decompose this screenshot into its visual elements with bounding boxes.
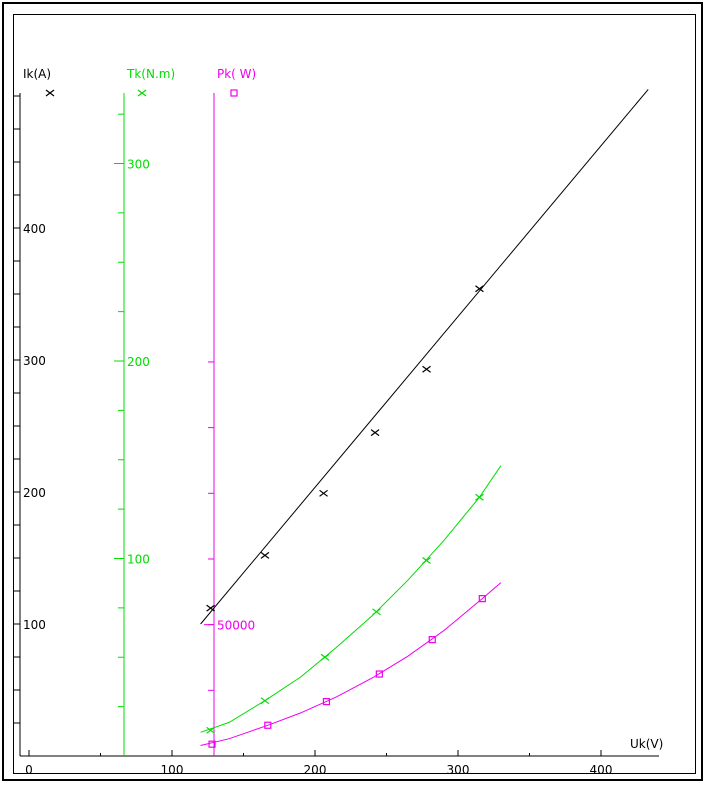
y-tick-label-1: 300 <box>127 158 150 172</box>
y-tick-label-1: 200 <box>127 355 150 369</box>
chart-svg: 0 100 200 300 400 Uk(V) 100 200 300 400 Ik(A) 100 20… <box>14 67 663 775</box>
legend-marker-tk <box>137 89 147 97</box>
data-point <box>422 556 431 564</box>
series-curve-1 <box>200 465 502 733</box>
data-point <box>206 726 215 734</box>
data-point <box>260 551 270 559</box>
series-curve-0 <box>200 89 649 625</box>
data-point <box>475 493 484 501</box>
x-tick-label: 200 <box>304 763 327 775</box>
data-point <box>372 608 381 616</box>
x-tick-label: 400 <box>590 763 613 775</box>
y-axis-label-0: Ik(A) <box>23 67 51 81</box>
data-point <box>422 365 431 373</box>
data-point <box>475 285 484 293</box>
y-tick-label-0: 400 <box>23 222 46 236</box>
y-tick-label-0: 300 <box>23 354 46 368</box>
series-curve-2 <box>200 582 502 746</box>
y-axis-label-1: Tk(N.m) <box>126 67 175 81</box>
x-tick-label: 0 <box>25 763 33 775</box>
y-tick-label-1: 100 <box>127 553 150 567</box>
data-point <box>428 636 436 644</box>
data-point <box>322 698 331 706</box>
x-axis-label: Uk(V) <box>630 737 663 751</box>
data-point <box>208 740 216 748</box>
x-tick-label: 100 <box>161 763 184 775</box>
data-point <box>370 429 380 437</box>
x-tick-label: 300 <box>447 763 470 775</box>
legend-marker-pk <box>230 89 238 97</box>
legend-marker-ik <box>45 89 55 97</box>
data-point <box>264 721 272 729</box>
data-point <box>260 697 270 705</box>
plot-area: 0 100 200 300 400 Uk(V) 100 200 300 400 Ik(A) 100 20… <box>13 14 696 775</box>
data-point <box>320 653 330 661</box>
data-point <box>206 604 215 612</box>
y-tick-label-0: 100 <box>23 618 46 632</box>
data-point <box>375 670 383 678</box>
y-axis-label-2: Pk( W) <box>217 67 256 81</box>
data-point <box>478 595 486 603</box>
data-point <box>319 489 328 497</box>
y-tick-label-0: 200 <box>23 486 46 500</box>
y-tick-label-2: 50000 <box>217 619 255 633</box>
